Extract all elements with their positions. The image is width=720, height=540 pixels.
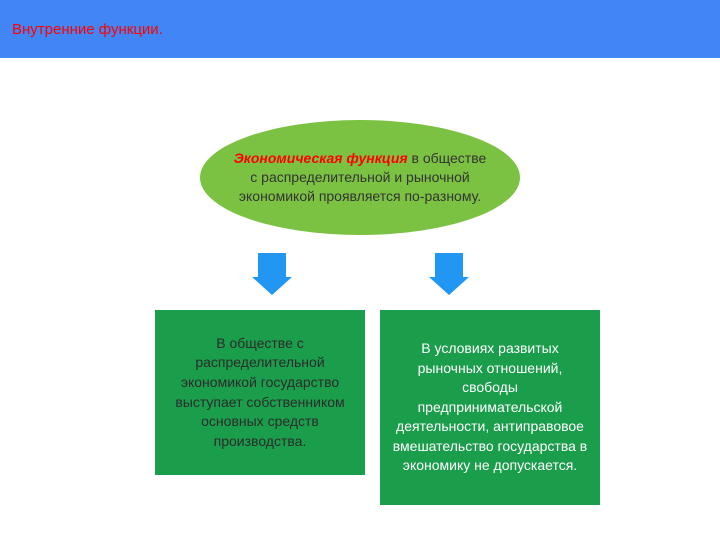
- header-bar: Внутренние функции.: [0, 0, 720, 58]
- arrow-down-icon: [435, 253, 463, 295]
- ellipse-emphasis: Экономическая функция: [234, 150, 408, 166]
- header-title: Внутренние функции.: [12, 21, 163, 38]
- info-box-right: В условиях развитых рыночных отношений, …: [380, 310, 600, 505]
- ellipse-text: Экономическая функция в обществе с распр…: [230, 149, 490, 206]
- concept-ellipse: Экономическая функция в обществе с распр…: [200, 120, 520, 235]
- box-right-text: В условиях развитых рыночных отношений, …: [392, 339, 588, 476]
- box-left-text: В обществе с распределительной экономико…: [167, 334, 353, 452]
- info-box-left: В обществе с распределительной экономико…: [155, 310, 365, 475]
- arrow-down-icon: [258, 253, 286, 295]
